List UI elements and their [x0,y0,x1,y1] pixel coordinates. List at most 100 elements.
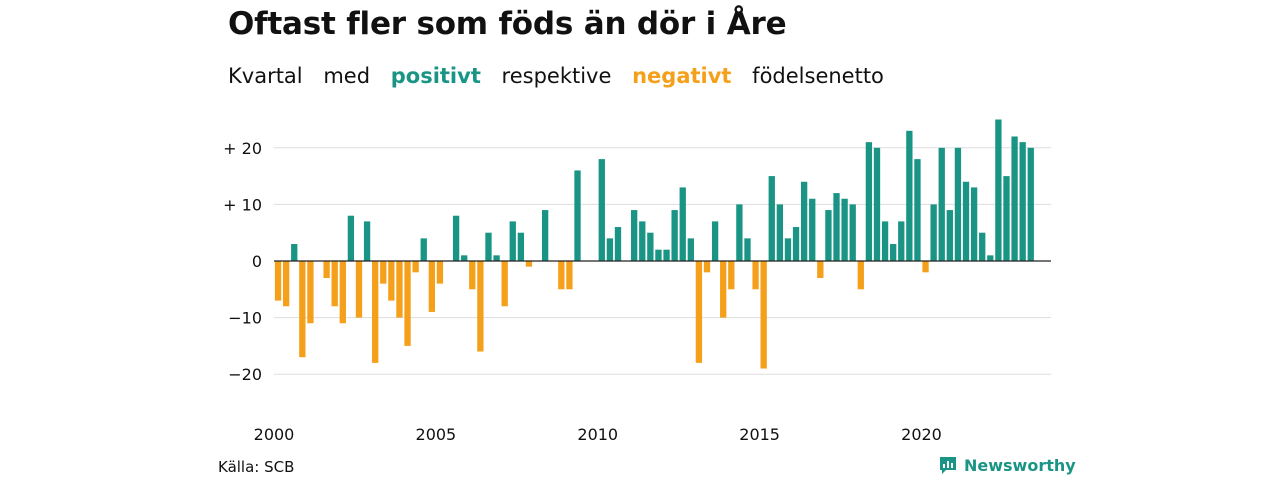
bar [898,221,905,261]
y-tick-label: 0 [252,252,262,271]
subtitle-word: med [323,64,371,88]
bar [647,232,654,261]
subtitle-word: Kvartal [228,64,303,88]
bar [282,261,290,307]
subtitle-word: respektive [501,64,612,88]
bar [339,261,346,324]
bar [355,261,363,318]
y-tick-label: + 10 [223,195,262,214]
bar [865,142,873,261]
bar [1027,147,1034,261]
bar [299,261,306,358]
source-note: Källa: SCB [218,458,295,476]
bar [485,232,492,261]
bar [841,198,848,261]
bar [501,261,508,307]
bar [987,255,994,261]
bar [817,261,824,278]
bar [946,210,953,261]
bar [566,261,573,290]
gridlines [274,147,1051,375]
bar [881,221,889,261]
bar [695,261,703,363]
bar [452,215,460,261]
bar [274,261,282,301]
bar [833,193,840,261]
bar [380,261,387,284]
bar [428,261,435,312]
bar [744,238,751,261]
bar [631,210,638,261]
x-tick-label: 2005 [416,425,457,444]
bar [598,159,605,261]
bar [525,261,533,267]
x-tick-label: 2020 [901,425,942,444]
chart-subtitle: Kvartal med positivt respektive negativt… [228,64,898,88]
bar [776,204,784,261]
bar [873,147,881,261]
bar [792,227,800,261]
bar [752,261,759,290]
bar [363,221,371,261]
bar [412,261,419,273]
bar [768,176,775,261]
bar [711,221,719,261]
bar [995,119,1002,261]
bar [800,181,808,261]
bar [606,238,614,261]
subtitle-word: födelsenetto [752,64,884,88]
y-tick-label: + 20 [223,139,262,158]
bar [436,261,444,284]
bar [809,198,816,261]
bar [331,261,338,307]
bar [1019,142,1026,261]
bar [291,244,298,261]
bar [930,204,937,261]
bar [347,215,355,261]
bar [890,244,897,261]
bar [517,232,525,261]
bar [493,255,500,261]
bar [574,170,581,261]
bar [728,261,735,290]
brand-name: Newsworthy [964,455,1076,475]
x-tick-label: 2010 [577,425,618,444]
bar [914,159,921,261]
y-tick-label: −20 [228,365,262,384]
bar [388,261,395,301]
newsworthy-logo-icon [940,457,956,474]
bar [477,261,484,352]
subtitle-positive-label: positivt [390,64,481,88]
bar [639,221,646,261]
bar [784,238,792,261]
bar [922,261,929,273]
bar [970,187,978,261]
bars [274,119,1034,369]
bar [703,261,711,273]
bar [736,204,743,261]
bar [679,187,686,261]
bar [1011,136,1018,261]
brand: Newsworthy [938,455,1076,475]
x-axis-labels: 2000 2005 2010 2015 2020 [254,425,942,444]
subtitle-negative-label: negativt [632,64,732,88]
bar [954,147,962,261]
bar [404,261,411,346]
bar [760,261,767,369]
bar [857,261,864,290]
bar [979,232,986,261]
y-axis-labels: + 20 + 10 0 −10 −20 [223,139,262,384]
y-tick-label: −10 [228,309,262,328]
bar [1003,176,1010,261]
bar [962,181,970,261]
bar [323,261,330,278]
bar [687,238,694,261]
bar [558,261,565,290]
bar [469,261,476,290]
bar [614,227,622,261]
bar [509,221,516,261]
bar [396,261,403,318]
bar [420,238,427,261]
bar [372,261,379,363]
